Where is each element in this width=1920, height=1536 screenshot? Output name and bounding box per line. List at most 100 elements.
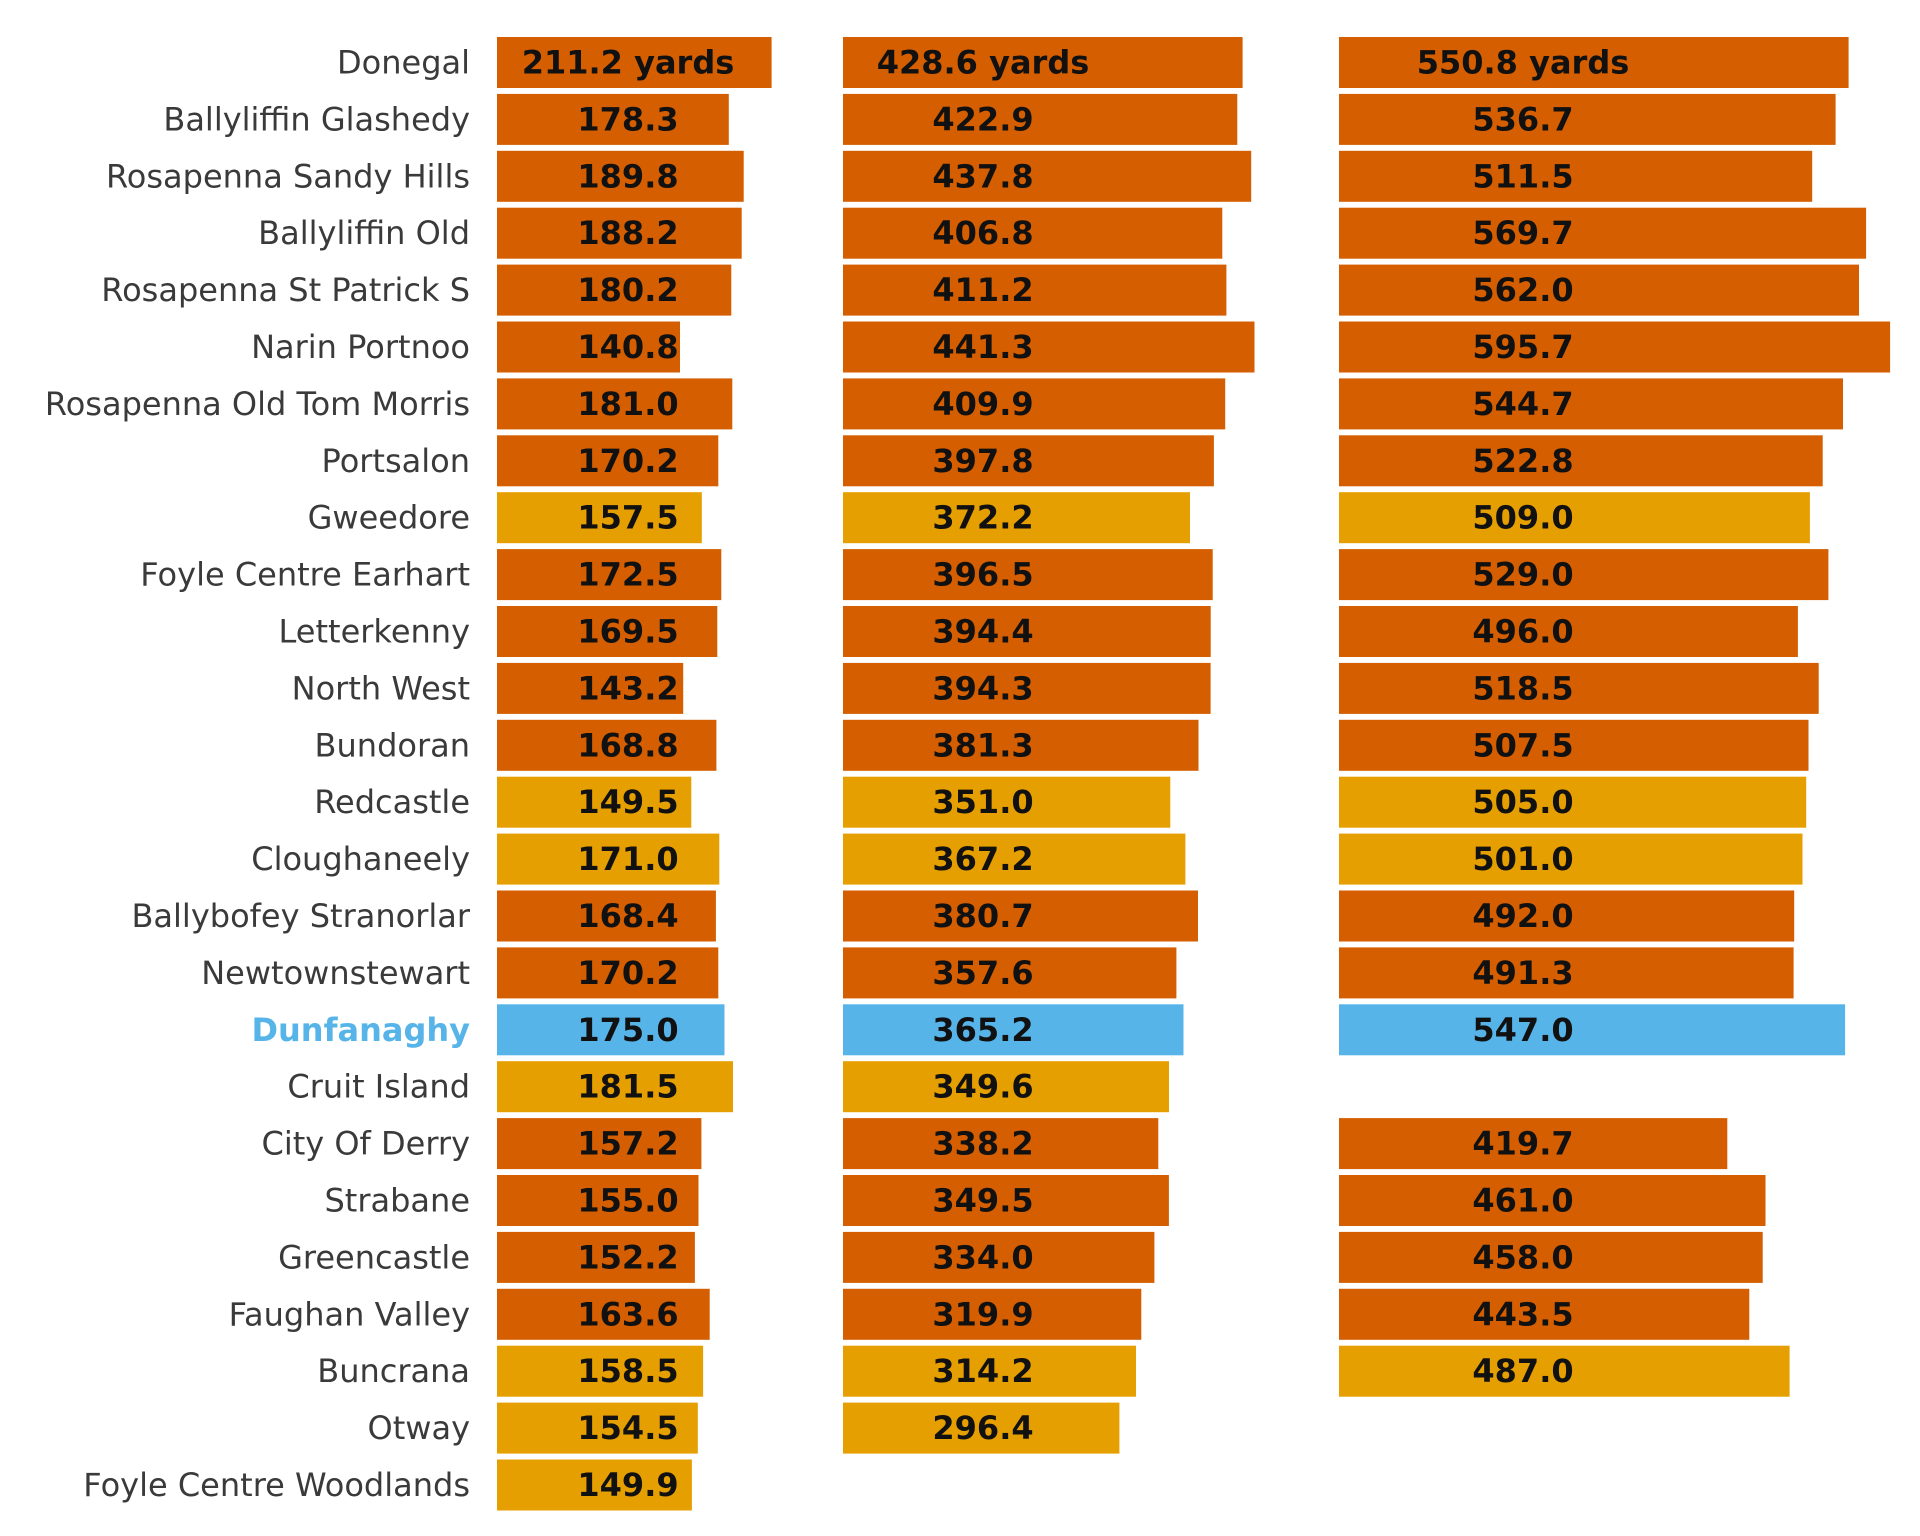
bar-series-3 [1339,1175,1766,1226]
bar-series-3 [1339,378,1843,430]
course-label: Dunfanaghy [251,1011,470,1049]
data-label: 351.0 [932,783,1033,821]
data-label: 394.3 [932,669,1033,707]
bar-series-3 [1339,435,1823,487]
bar-series-1 [497,890,716,942]
bar-series-2 [843,378,1226,430]
bar-series-2 [843,662,1211,714]
data-label: 569.7 [1472,214,1573,252]
bar-series-2 [843,890,1198,942]
bar-series-1 [497,833,720,885]
data-label: 149.5 [577,783,678,821]
bar-series-1 [497,435,719,487]
bar-series-2 [843,1402,1120,1454]
data-label: 394.4 [932,613,1033,651]
data-label: 365.2 [932,1011,1033,1049]
data-label: 595.7 [1472,328,1573,366]
data-label: 496.0 [1472,613,1573,651]
course-label: Ballybofey Stranorlar [131,897,470,935]
course-label: Strabane [324,1182,470,1220]
data-label: 397.8 [932,442,1033,480]
data-label: 505.0 [1472,783,1573,821]
bar-series-2 [843,1061,1169,1113]
bar-series-1 [497,947,719,999]
data-label: 170.2 [577,954,678,992]
course-label: Redcastle [314,783,470,821]
data-label: 314.2 [932,1352,1033,1390]
data-label: 338.2 [932,1125,1033,1163]
data-label: 491.3 [1472,954,1573,992]
data-label: 189.8 [577,157,678,195]
data-label: 492.0 [1472,897,1573,935]
bar-series-2 [843,1118,1159,1170]
bar-series-2 [843,1288,1142,1340]
bar-series-3 [1339,93,1836,145]
bar-series-2 [843,435,1214,487]
course-label: Faughan Valley [229,1295,470,1333]
bar-series-1 [497,719,717,771]
course-label: Donegal [337,44,470,82]
data-label: 157.2 [577,1125,678,1163]
data-label: 157.5 [577,499,678,537]
data-label: 419.7 [1472,1125,1573,1163]
course-label: Bundoran [315,726,470,764]
course-label: Ballyliffin Old [258,214,470,252]
bar-series-3 [1339,890,1795,942]
data-label: 181.5 [577,1068,678,1106]
data-label: 334.0 [932,1238,1033,1276]
data-label: 381.3 [932,726,1033,764]
bar-series-3 [1339,776,1807,828]
course-label: Otway [368,1409,470,1447]
bar-series-1 [497,1288,710,1340]
bar-series-1 [497,378,733,430]
bar-series-2 [843,321,1255,373]
course-label: City Of Derry [261,1125,470,1163]
course-label: Rosapenna Old Tom Morris [45,385,470,423]
bar-series-1 [497,1459,692,1511]
course-label: Newtownstewart [201,954,470,992]
data-label: 349.6 [932,1068,1033,1106]
data-label: 319.9 [932,1295,1033,1333]
bar-series-2 [843,947,1177,999]
bar-series-2 [843,719,1199,771]
data-label: 180.2 [577,271,678,309]
course-label: Buncrana [317,1352,470,1390]
bar-series-2 [843,93,1238,145]
data-label: 172.5 [577,556,678,594]
bar-series-2 [843,1345,1136,1397]
bar-series-2 [843,207,1223,259]
data-label: 396.5 [932,556,1033,594]
data-label: 487.0 [1472,1352,1573,1390]
data-label: 544.7 [1472,385,1573,423]
bar-series-1 [497,1061,733,1113]
data-label: 349.5 [932,1182,1033,1220]
data-label: 372.2 [932,499,1033,537]
bar-series-2 [843,549,1213,601]
data-label: 507.5 [1472,726,1573,764]
bar-series-2 [843,833,1186,885]
bar-series-1 [497,1004,725,1056]
course-label: Foyle Centre Earhart [140,556,470,594]
bar-series-3 [1339,1004,1846,1056]
data-label: 380.7 [932,897,1033,935]
bar-series-2 [843,150,1252,202]
bar-series-2 [843,37,1243,88]
course-label: Portsalon [322,442,470,480]
bar-series-3 [1339,1118,1728,1170]
data-label: 168.8 [577,726,678,764]
data-label: 155.0 [577,1182,678,1220]
bar-series-1 [497,492,702,544]
data-label: 536.7 [1472,100,1573,138]
data-label: 143.2 [577,669,678,707]
bar-series-1 [497,1402,698,1454]
data-label: 152.2 [577,1238,678,1276]
course-label: Foyle Centre Woodlands [83,1466,470,1504]
data-label: 178.3 [577,100,678,138]
data-label: 154.5 [577,1409,678,1447]
course-label: Greencastle [278,1238,470,1276]
bar-series-1 [497,1231,695,1283]
data-label: 547.0 [1472,1011,1573,1049]
data-label: 562.0 [1472,271,1573,309]
data-label: 461.0 [1472,1182,1573,1220]
bar-series-3 [1339,833,1803,885]
